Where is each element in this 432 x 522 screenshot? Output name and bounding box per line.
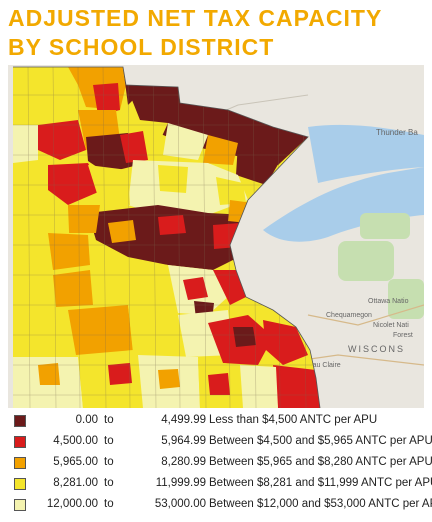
district-area — [68, 205, 100, 233]
legend: 0.00 to 4,499.99 Less than $4,500 ANTC p… — [14, 410, 432, 515]
district-area — [38, 363, 60, 385]
legend-row-5: 12,000.00 to 53,000.00 Between $12,000 a… — [14, 494, 432, 515]
legend-label: Between $4,500 and $5,965 ANTC per APU — [209, 435, 432, 447]
district-area — [213, 270, 246, 305]
district-area — [233, 327, 256, 347]
district-area — [13, 165, 48, 207]
district-area — [263, 320, 308, 365]
label-forest: Forest — [393, 332, 413, 339]
district-area — [208, 373, 230, 395]
district-area — [13, 310, 73, 357]
legend-label: Between $5,965 and $8,280 ANTC per APU — [209, 456, 432, 468]
legend-to-word: to — [104, 477, 114, 489]
title-line-1: ADJUSTED NET TAX CAPACITY — [8, 5, 383, 31]
legend-label: Between $12,000 and $53,000 ANTC per APU — [209, 498, 432, 510]
label-thunder-bay: Thunder Ba — [376, 128, 418, 137]
park-area-3 — [388, 279, 424, 319]
district-area — [48, 233, 90, 270]
district-area — [158, 165, 188, 193]
legend-label: Less than $4,500 ANTC per APU — [209, 414, 378, 426]
legend-from: 5,965.00 — [53, 456, 98, 468]
legend-swatch — [14, 436, 26, 448]
district-area — [236, 143, 280, 185]
legend-swatch — [14, 457, 26, 469]
legend-swatch — [14, 499, 26, 511]
legend-to: 8,280.99 — [161, 456, 206, 468]
legend-from: 12,000.00 — [46, 498, 98, 510]
legend-to: 4,499.99 — [161, 414, 206, 426]
lake-superior-north — [308, 124, 424, 183]
district-area — [38, 120, 86, 160]
park-area-2 — [360, 213, 410, 239]
legend-from: 4,500.00 — [53, 435, 98, 447]
map-svg: Thunder Ba Ottawa Natio Chequamegon Nico… — [8, 65, 424, 408]
park-area-1 — [338, 241, 394, 281]
legend-row-2: 4,500.00 to 5,964.99 Between $4,500 and … — [14, 431, 432, 452]
district-area — [203, 135, 238, 165]
district-area — [13, 260, 53, 310]
legend-row-1: 0.00 to 4,499.99 Less than $4,500 ANTC p… — [14, 410, 430, 431]
district-area — [68, 305, 133, 355]
legend-label: Between $8,281 and $11,999 ANTC per APU — [209, 477, 432, 489]
state-outline — [13, 66, 321, 408]
title-line-2: BY SCHOOL DISTRICT — [8, 34, 275, 60]
district-area — [90, 263, 130, 303]
district-area — [158, 215, 186, 235]
label-ottawa: Ottawa Natio — [368, 298, 409, 305]
district-area — [216, 177, 246, 205]
label-eau-claire: Eau Claire — [308, 362, 341, 369]
district-area — [128, 260, 168, 305]
district-area — [93, 83, 120, 115]
label-wisconsin: WISCONS — [348, 344, 405, 354]
legend-from: 0.00 — [75, 414, 98, 426]
basemap-road-2 — [307, 304, 424, 326]
district-area — [158, 369, 180, 389]
district-area — [13, 125, 38, 163]
district-area — [163, 123, 208, 160]
legend-to-word: to — [104, 435, 114, 447]
legend-swatch — [14, 415, 26, 427]
label-nicolet: Nicolet Nati — [373, 322, 409, 329]
legend-row-4: 8,281.00 to 11,999.99 Between $8,281 and… — [14, 473, 432, 494]
district-area — [240, 365, 278, 408]
district-map: Thunder Ba Ottawa Natio Chequamegon Nico… — [8, 65, 424, 408]
district-area — [53, 270, 93, 307]
legend-to-word: to — [104, 498, 114, 510]
lake-superior — [263, 167, 424, 242]
district-area — [128, 160, 248, 215]
legend-to: 5,964.99 — [161, 435, 206, 447]
page-title: ADJUSTED NET TAX CAPACITY BY SCHOOL DIST… — [8, 4, 428, 62]
district-area — [13, 67, 78, 125]
legend-to: 11,999.99 — [155, 477, 206, 489]
district-area — [48, 163, 103, 205]
legend-to-word: to — [104, 456, 114, 468]
legend-to-word: to — [104, 414, 114, 426]
district-area — [183, 277, 208, 300]
district-area — [273, 365, 320, 408]
district-area — [108, 220, 136, 243]
legend-to: 53,000.00 — [154, 498, 206, 510]
legend-from: 8,281.00 — [53, 477, 98, 489]
legend-row-3: 5,965.00 to 8,280.99 Between $5,965 and … — [14, 452, 432, 473]
label-chequamegon: Chequamegon — [326, 312, 372, 319]
legend-swatch — [14, 478, 26, 490]
district-area — [108, 363, 132, 385]
